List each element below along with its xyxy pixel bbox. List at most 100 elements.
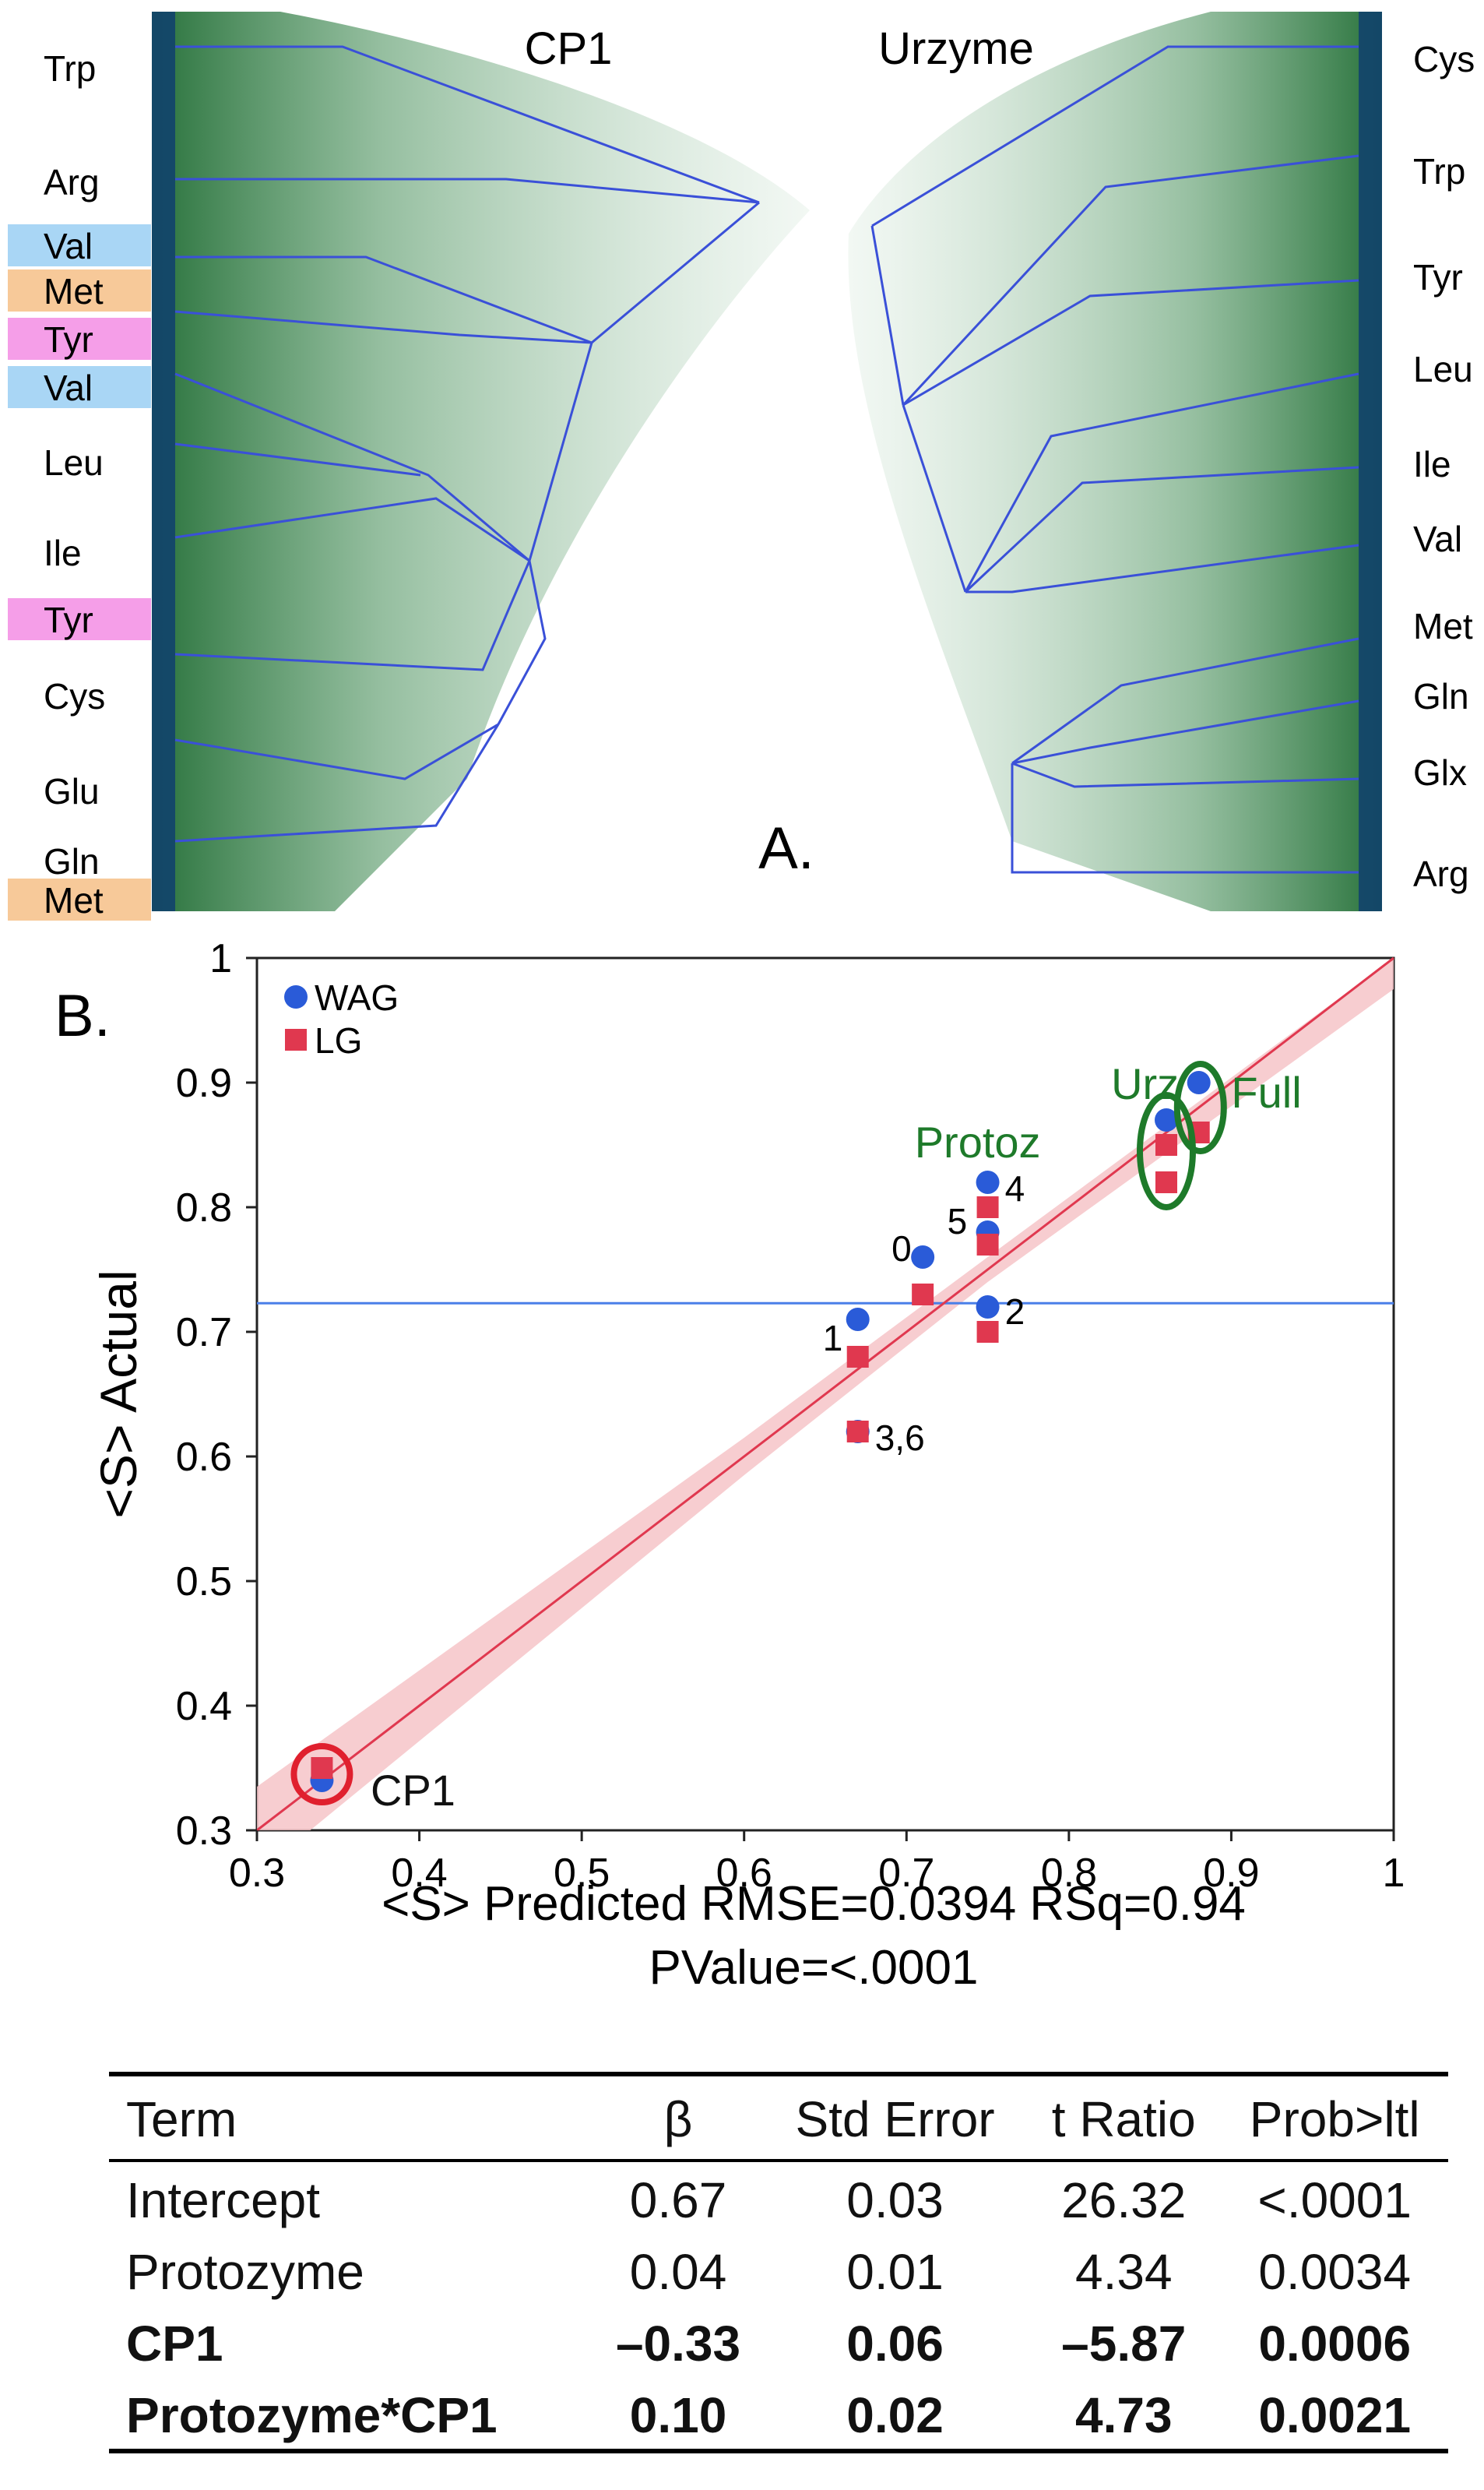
wag-point — [1187, 1071, 1211, 1094]
wag-point — [976, 1295, 1000, 1319]
cp1-tree-branch — [174, 724, 500, 843]
table-row: Protozyme 0.04 0.01 4.34 0.0034 — [109, 2234, 1448, 2305]
cp1-species-label: Met — [44, 880, 104, 921]
cp1-species-label: Ile — [44, 533, 82, 573]
cp1-tree-branch — [175, 45, 760, 204]
cp1-tree-branch — [174, 723, 499, 780]
x-axis-label-line1: <S> Predicted RMSE=0.0394 RSq=0.94 — [382, 1877, 1246, 1931]
cp1-tree-branch — [174, 560, 531, 671]
cell-beta: 0.10 — [629, 2387, 727, 2443]
regression-table-grid: Term β Std Error t Ratio Prob>ltl Interc… — [109, 2072, 1448, 2453]
point-label: 5 — [948, 1201, 968, 1241]
cell-t-ratio: –5.87 — [1061, 2316, 1187, 2372]
urzyme-species-label: Trp — [1413, 151, 1465, 192]
cp1-species-label: Tyr — [44, 600, 93, 640]
cp1-tree-cloud — [152, 12, 810, 911]
y-tick-label: 0.7 — [176, 1310, 232, 1355]
cp1-tree-title: CP1 — [525, 23, 613, 74]
wag-point — [1155, 1108, 1178, 1132]
cell-beta: –0.33 — [615, 2316, 741, 2372]
cp1-species-label: Glu — [44, 771, 100, 812]
urzyme-tree-branch — [964, 466, 1359, 593]
y-tick-label: 0.5 — [176, 1559, 232, 1604]
cell-beta: 0.67 — [629, 2172, 727, 2228]
wag-point — [976, 1171, 1000, 1194]
species-highlight — [8, 318, 151, 360]
header-prob: Prob>ltl — [1249, 2091, 1420, 2147]
point-label: 4 — [1005, 1168, 1025, 1209]
cell-term: Protozyme*CP1 — [126, 2387, 498, 2443]
x-tick-label: 0.6 — [716, 1851, 772, 1896]
urzyme-tree-branch — [964, 372, 1359, 593]
legend-wag-marker — [284, 985, 308, 1009]
cp1-species-label: Tyr — [44, 319, 93, 360]
x-tick-label: 1 — [1383, 1851, 1405, 1896]
cp1-tree-branch — [174, 310, 593, 344]
panel-a-trees: CP1 Urzyme A. Trp Arg Val Met Tyr Val Leu Ile Ty… — [0, 0, 1484, 927]
species-highlight — [8, 598, 151, 640]
urzyme-consensus-tree — [870, 45, 1359, 874]
urzyme-tree-title: Urzyme — [878, 23, 1034, 74]
cell-prob: <.0001 — [1257, 2172, 1412, 2228]
cp1-species-label: Val — [44, 368, 93, 408]
table-row: Intercept 0.67 0.03 26.32 <.0001 — [109, 2161, 1448, 2234]
cell-t-ratio: 26.32 — [1061, 2172, 1187, 2228]
legend-lg-marker — [285, 1029, 307, 1051]
urzyme-tree-branch — [965, 544, 1359, 593]
header-t-ratio: t Ratio — [1051, 2091, 1196, 2147]
urzyme-tree-branch — [1011, 637, 1359, 765]
lg-point — [976, 1196, 999, 1218]
cp1-species-label: Val — [44, 226, 93, 266]
urzyme-tree-branch — [902, 279, 1359, 407]
group-label-urz: Urz — [1111, 1059, 1179, 1108]
cp1-group-ring — [290, 1743, 353, 1805]
urzyme-species-label: Arg — [1413, 854, 1469, 894]
y-axis-label: <S> Actual — [90, 1270, 147, 1518]
urzyme-species-label: Cys — [1413, 39, 1475, 79]
y-tick-label: 0.6 — [176, 1435, 232, 1480]
species-highlight — [8, 224, 151, 266]
group-label-protoz: Protoz — [915, 1118, 1041, 1167]
panel-b-label: B. — [55, 983, 111, 1049]
urzyme-tree-labels: Cys Trp Tyr Leu Ile Val Met Gln Glx Arg — [1413, 39, 1475, 894]
cp1-tree-tips — [152, 12, 175, 911]
urzyme-tree-branch — [1011, 762, 1359, 788]
x-tick-label: 0.9 — [1203, 1851, 1259, 1896]
species-highlight — [8, 269, 151, 312]
lg-point — [846, 1346, 869, 1368]
lg-point — [311, 1757, 333, 1779]
point-label: 3,6 — [875, 1418, 925, 1458]
cp1-species-label: Cys — [44, 676, 105, 717]
cell-t-ratio: 4.73 — [1074, 2387, 1173, 2443]
lg-point — [976, 1321, 999, 1343]
x-tick-label: 0.7 — [878, 1851, 934, 1896]
lg-point — [846, 1421, 869, 1442]
wag-point — [911, 1245, 935, 1269]
y-tick-label: 0.9 — [176, 1061, 232, 1106]
cell-t-ratio: 4.34 — [1074, 2244, 1173, 2300]
x-tick-label: 0.4 — [391, 1851, 447, 1896]
header-std-error: Std Error — [795, 2091, 995, 2147]
group-label-cp1: CP1 — [371, 1766, 455, 1815]
full-group-ring — [1173, 1061, 1227, 1154]
scatter-svg: B. 0.3 0.4 0.5 0.6 0.7 0.8 0.9 1 0.3 0.4 0.5 0.6 0.7… — [55, 936, 1405, 1995]
cp1-tree-branch — [174, 497, 530, 562]
x-axis-label-line2: PValue=<.0001 — [649, 1941, 979, 1995]
cp1-tree-branch — [175, 255, 593, 344]
species-highlight — [8, 366, 151, 408]
urzyme-tree-cloud — [848, 12, 1382, 911]
cell-prob: 0.0006 — [1258, 2316, 1412, 2372]
header-term: Term — [126, 2091, 237, 2147]
lg-point — [976, 1234, 999, 1256]
cell-term: Protozyme — [126, 2244, 364, 2300]
trees-svg: CP1 Urzyme A. Trp Arg Val Met Tyr Val Leu Ile Ty… — [8, 12, 1475, 921]
urzyme-tree-branch — [870, 225, 905, 406]
legend-lg-label: LG — [315, 1020, 362, 1061]
cell-prob: 0.0021 — [1258, 2387, 1412, 2443]
wag-point — [846, 1308, 870, 1331]
header-beta: β — [663, 2091, 693, 2147]
urzyme-species-label: Met — [1413, 606, 1473, 646]
cp1-species-label: Trp — [44, 48, 96, 89]
point-label: 2 — [1005, 1291, 1025, 1332]
